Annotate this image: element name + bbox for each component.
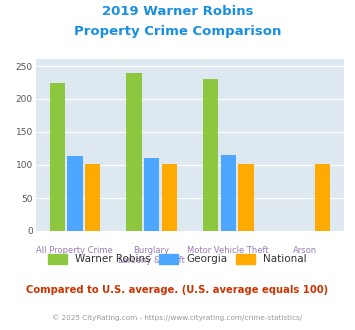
Text: Property Crime Comparison: Property Crime Comparison <box>74 25 281 38</box>
Text: Burglary
Larceny & Theft: Burglary Larceny & Theft <box>118 246 185 265</box>
Text: Compared to U.S. average. (U.S. average equals 100): Compared to U.S. average. (U.S. average … <box>26 285 329 295</box>
Bar <box>67 156 82 231</box>
Text: All Property Crime: All Property Crime <box>37 246 113 254</box>
Bar <box>238 164 253 231</box>
Text: © 2025 CityRating.com - https://www.cityrating.com/crime-statistics/: © 2025 CityRating.com - https://www.city… <box>53 314 302 321</box>
Bar <box>203 79 218 231</box>
Text: Motor Vehicle Theft: Motor Vehicle Theft <box>187 246 269 254</box>
Legend: Warner Robins, Georgia, National: Warner Robins, Georgia, National <box>45 251 310 268</box>
Bar <box>50 83 65 231</box>
Bar <box>315 164 330 231</box>
Bar <box>144 158 159 231</box>
Text: 2019 Warner Robins: 2019 Warner Robins <box>102 5 253 18</box>
Bar <box>220 155 236 231</box>
Bar <box>85 164 100 231</box>
Text: Arson: Arson <box>293 246 317 254</box>
Bar <box>162 164 177 231</box>
Bar <box>126 73 142 231</box>
